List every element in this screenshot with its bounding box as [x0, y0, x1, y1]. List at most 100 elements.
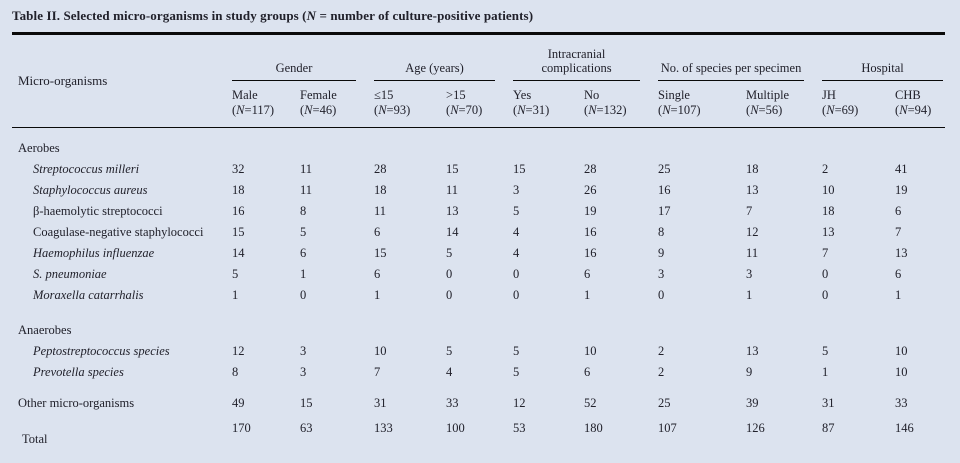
group-header-age: Age (years): [374, 35, 513, 81]
table-cell: 9: [746, 365, 753, 379]
table-cell: 16: [584, 225, 597, 239]
table-cell: 3: [300, 344, 307, 358]
table-cell: 33: [895, 395, 908, 410]
table-cell: 6: [895, 204, 902, 218]
table-cell: 10: [895, 365, 908, 379]
column-header-chb: CHB (N=94): [895, 81, 946, 128]
table-cell: 63: [300, 421, 313, 435]
row-label: Prevotella species: [33, 365, 124, 379]
sub-header-row: Male (N=117) Female (N=46) ≤15 (N=93) >15 (N=70…: [12, 81, 946, 128]
table-cell: 53: [513, 421, 526, 435]
table-cell: 0: [658, 288, 665, 302]
column-header-yes: Yes (N=31): [513, 81, 585, 128]
table-cell: 8: [658, 225, 665, 239]
table-row: Staphylococcus aureus 18 11 18 11 3 26 16 13 10 19: [12, 180, 945, 201]
table-cell: 3: [658, 267, 665, 281]
table-row: Total 170 63 133 100 53 180 107 126 87 146: [12, 415, 945, 463]
table-cell: 41: [895, 162, 908, 176]
table-cell: 0: [446, 288, 453, 302]
table-cell: 5: [446, 344, 453, 358]
group-header-intracranial-complications: Intracranial complications: [513, 35, 658, 81]
table-cell: 2: [822, 162, 829, 176]
group-header-species-per-specimen-label: No. of species per specimen: [658, 61, 805, 81]
table-cell: 1: [584, 288, 591, 302]
table-cell: 1: [300, 267, 307, 281]
table-cell: 12: [232, 344, 245, 358]
table-cell: 5: [822, 344, 829, 358]
table-cell: 100: [446, 421, 465, 435]
table-cell: 25: [658, 162, 671, 176]
section-heading: Aerobes: [18, 140, 60, 155]
table-cell: 7: [374, 365, 381, 379]
table-cell: 2: [658, 365, 665, 379]
table-cell: 18: [822, 204, 835, 218]
table-cell: 6: [374, 267, 381, 281]
table-cell: 31: [374, 395, 387, 410]
column-header-15: >15 (N=70): [446, 81, 514, 128]
column-header-microorganisms: Micro-organisms: [12, 35, 232, 128]
column-header-15: ≤15 (N=93): [374, 81, 447, 128]
table-cell: 13: [746, 344, 759, 358]
table-cell: 10: [895, 344, 908, 358]
table-cell: 32: [232, 162, 245, 176]
table-cell: 25: [658, 395, 671, 410]
group-header-intracranial-complications-label: Intracranial complications: [513, 47, 641, 81]
group-header-hospital-label: Hospital: [822, 61, 944, 81]
table-cell: 13: [446, 204, 459, 218]
table-cell: 133: [374, 421, 393, 435]
table-cell: 5: [446, 246, 453, 260]
table-cell: 1: [232, 288, 239, 302]
table-cell: 5: [513, 204, 520, 218]
table-cell: 6: [584, 267, 591, 281]
row-label: Coagulase-negative staphylococci: [33, 225, 204, 239]
section-heading-row: Anaerobes: [12, 314, 945, 341]
row-spacer-cell: [12, 306, 945, 314]
table-cell: 15: [300, 395, 313, 410]
table-row: Other micro-organisms 49 15 31 33 12 52 25 39 31 3…: [12, 391, 945, 415]
table-cell: 7: [746, 204, 753, 218]
table-cell: 8: [300, 204, 307, 218]
table-cell: 7: [895, 225, 902, 239]
table-cell: 4: [513, 225, 520, 239]
table-cell: 19: [895, 183, 908, 197]
table-cell: 5: [300, 225, 307, 239]
table-row: Streptococcus milleri 32 11 28 15 15 28 25 18 2 41: [12, 159, 945, 180]
table-cell: 33: [446, 395, 459, 410]
column-header-female: Female (N=46): [300, 81, 375, 128]
table-cell: 4: [446, 365, 453, 379]
table-cell: 3: [513, 183, 520, 197]
table-cell: 11: [446, 183, 459, 197]
table-cell: 180: [584, 421, 603, 435]
table-cell: 19: [584, 204, 597, 218]
table-cell: 31: [822, 395, 835, 410]
table-cell: 6: [895, 267, 902, 281]
table-cell: 10: [584, 344, 597, 358]
table-cell: 6: [374, 225, 381, 239]
table-cell: 2: [658, 344, 665, 358]
table-cell: 15: [374, 246, 387, 260]
row-label: S. pneumoniae: [33, 267, 107, 281]
table-row: Prevotella species 8 3 7 4 5 6 2 9 1 10: [12, 362, 945, 383]
table-cell: 4: [513, 246, 520, 260]
table-cell: 146: [895, 421, 914, 435]
row-label: Total: [22, 432, 48, 446]
table-cell: 3: [300, 365, 307, 379]
table-cell: 0: [300, 288, 307, 302]
table-cell: 16: [658, 183, 671, 197]
table-cell: 6: [584, 365, 591, 379]
table-cell: 28: [374, 162, 387, 176]
group-header-row: Micro-organisms Gender Age (years) Intra…: [12, 35, 945, 128]
table-cell: 0: [513, 267, 520, 281]
table-cell: 49: [232, 395, 245, 410]
table-cell: 1: [746, 288, 753, 302]
row-spacer: [12, 306, 945, 314]
row-label: Staphylococcus aureus: [33, 183, 148, 197]
row-spacer: [12, 383, 945, 391]
table-cell: 0: [446, 267, 453, 281]
column-header-single: Single (N=107): [658, 81, 747, 128]
table-cell: 16: [232, 204, 245, 218]
table-cell: 13: [895, 246, 908, 260]
table-cell: 7: [822, 246, 829, 260]
table-cell: 12: [513, 395, 526, 410]
